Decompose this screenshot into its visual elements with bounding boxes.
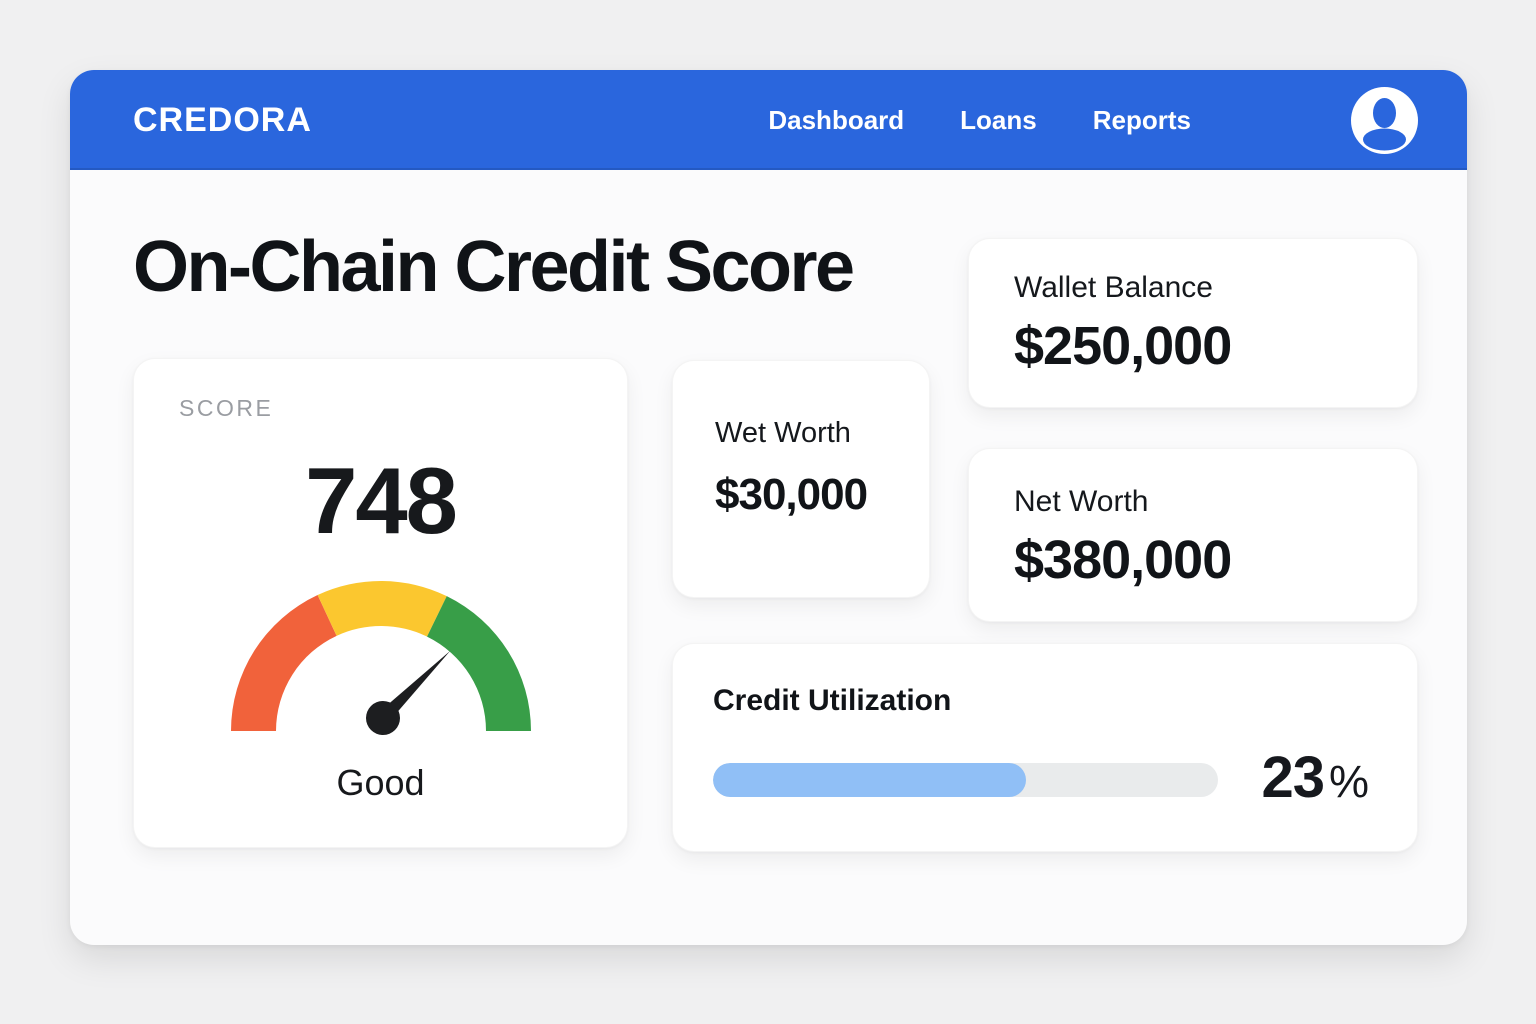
score-rating: Good xyxy=(336,762,425,803)
nav-item-loans[interactable]: Loans xyxy=(960,104,1037,135)
credit-utilization-progressbar xyxy=(713,763,1218,797)
net-worth-label: Net Worth xyxy=(1014,485,1149,518)
gauge-segment-poor xyxy=(230,595,337,731)
credit-utilization-value: 23 % xyxy=(1261,744,1369,811)
credit-utilization-card: Credit Utilization 23 % xyxy=(672,643,1418,852)
user-avatar-icon[interactable] xyxy=(1351,86,1418,154)
wallet-balance-label: Wallet Balance xyxy=(1014,271,1213,304)
net-worth-value: $380,000 xyxy=(1014,530,1232,590)
credit-utilization-progress-fill xyxy=(713,763,1027,797)
wallet-balance-value: $250,000 xyxy=(1014,316,1232,376)
credit-utilization-number: 23 xyxy=(1261,745,1325,810)
wet-worth-value: $30,000 xyxy=(715,470,868,519)
nav-item-dashboard[interactable]: Dashboard xyxy=(768,104,905,135)
score-label: SCORE xyxy=(179,395,274,421)
main-nav: Dashboard Loans Reports xyxy=(768,105,1191,136)
nav-item-reports[interactable]: Reports xyxy=(1092,104,1191,135)
wet-worth-card: Wet Worth $30,000 xyxy=(672,360,930,598)
score-gauge-chart xyxy=(226,576,536,736)
page-title: On-Chain Credit Score xyxy=(133,227,855,307)
score-value: 748 xyxy=(305,448,458,553)
credit-score-card: SCORE 748 Good xyxy=(133,358,628,848)
credit-utilization-label: Credit Utilization xyxy=(713,684,952,717)
wet-worth-label: Wet Worth xyxy=(715,417,851,449)
gauge-segment-fair xyxy=(317,580,447,637)
credit-utilization-unit: % xyxy=(1328,756,1369,807)
gauge-needle xyxy=(365,650,450,735)
brand-logo[interactable]: CREDORA xyxy=(133,100,312,139)
gauge-segment-good xyxy=(426,596,531,731)
app-window: CREDORA Dashboard Loans Reports On-Chain… xyxy=(70,70,1467,945)
top-navbar: CREDORA Dashboard Loans Reports xyxy=(70,70,1467,170)
net-worth-card: Net Worth $380,000 xyxy=(968,448,1418,622)
wallet-balance-card: Wallet Balance $250,000 xyxy=(968,238,1418,408)
